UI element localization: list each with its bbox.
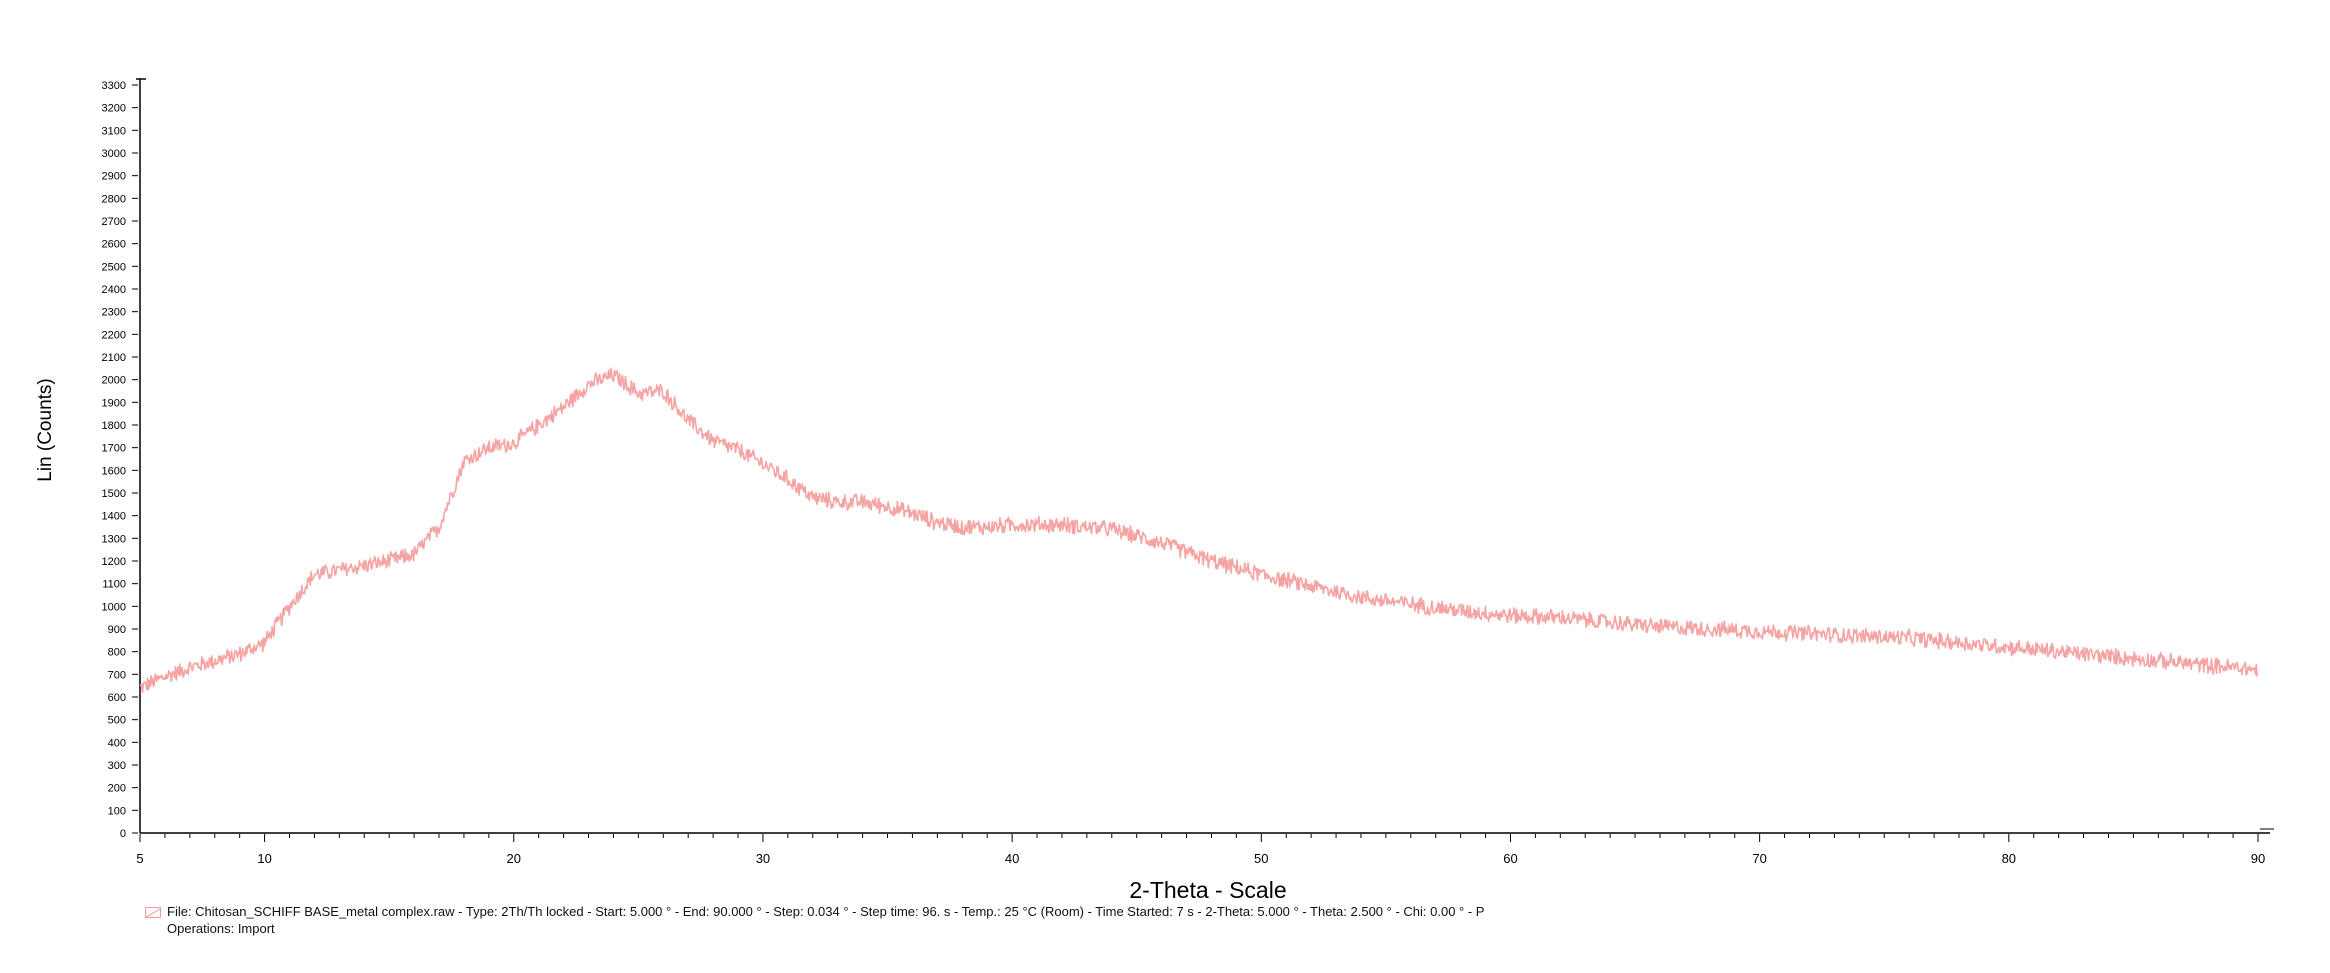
y-tick-label: 2500 [102, 261, 126, 273]
y-tick-label: 1000 [102, 601, 126, 613]
y-axis: 0 100 200 300 400 500 600 700 800 900 1000 1100 1200… [102, 78, 146, 840]
x-tick-label: 70 [1752, 851, 1766, 866]
y-tick-label: 1800 [102, 420, 126, 432]
y-tick-label: 300 [108, 760, 126, 772]
x-tick-label: 80 [2002, 851, 2016, 866]
x-axis-title: 2-Theta - Scale [1129, 877, 1286, 903]
y-tick-label: 600 [108, 692, 126, 704]
y-tick-label: 900 [108, 624, 126, 636]
y-tick-label: 800 [108, 647, 126, 659]
y-tick-label: 0 [120, 828, 126, 840]
x-tick-label: 30 [756, 851, 770, 866]
y-tick-label: 200 [108, 783, 126, 795]
y-tick-label: 3200 [102, 103, 126, 115]
series-line [139, 367, 2258, 694]
x-tick-label: 10 [257, 851, 271, 866]
y-tick-label: 1300 [102, 533, 126, 545]
legend-line-1: File: Chitosan_SCHIFF BASE_metal complex… [145, 903, 1484, 920]
y-tick-label: 700 [108, 669, 126, 681]
y-tick-label: 1600 [102, 465, 126, 477]
y-tick-label: 3300 [102, 80, 126, 92]
y-tick-label: 2700 [102, 216, 126, 228]
y-tick-label: 3100 [102, 125, 126, 137]
y-tick-label: 500 [108, 715, 126, 727]
x-tick-label: 20 [507, 851, 521, 866]
y-tick-label: 1500 [102, 488, 126, 500]
y-tick-label: 100 [108, 805, 126, 817]
y-tick-label: 2000 [102, 375, 126, 387]
y-tick-label: 1400 [102, 511, 126, 523]
y-tick-label: 2900 [102, 171, 126, 183]
y-tick-label: 2800 [102, 193, 126, 205]
y-axis-title: Lin (Counts) [35, 378, 56, 482]
x-tick-label: 5 [136, 851, 143, 866]
y-tick-label: 2200 [102, 329, 126, 341]
y-tick-label: 3000 [102, 148, 126, 160]
y-tick-label: 1200 [102, 556, 126, 568]
x-tick-label: 90 [2251, 851, 2265, 866]
y-tick-label: 2100 [102, 352, 126, 364]
y-tick-label: 2400 [102, 284, 126, 296]
y-tick-label: 1100 [102, 579, 126, 591]
legend-file-info: File: Chitosan_SCHIFF BASE_metal complex… [167, 904, 1485, 919]
y-tick-label: 1900 [102, 397, 126, 409]
x-axis: 5 10 20 30 40 50 60 70 80 90 [136, 828, 2274, 866]
legend-line-2: Operations: Import [145, 920, 1484, 937]
x-tick-label: 50 [1254, 851, 1268, 866]
legend-operations: Operations: Import [167, 921, 275, 936]
y-tick-label: 2300 [102, 307, 126, 319]
x-tick-label: 40 [1005, 851, 1019, 866]
legend-swatch-icon [145, 907, 161, 919]
x-tick-label: 60 [1503, 851, 1517, 866]
y-tick-label: 1700 [102, 443, 126, 455]
series-layer [139, 367, 2258, 694]
y-tick-label: 400 [108, 737, 126, 749]
y-tick-label: 2600 [102, 239, 126, 251]
legend: File: Chitosan_SCHIFF BASE_metal complex… [145, 903, 1484, 937]
